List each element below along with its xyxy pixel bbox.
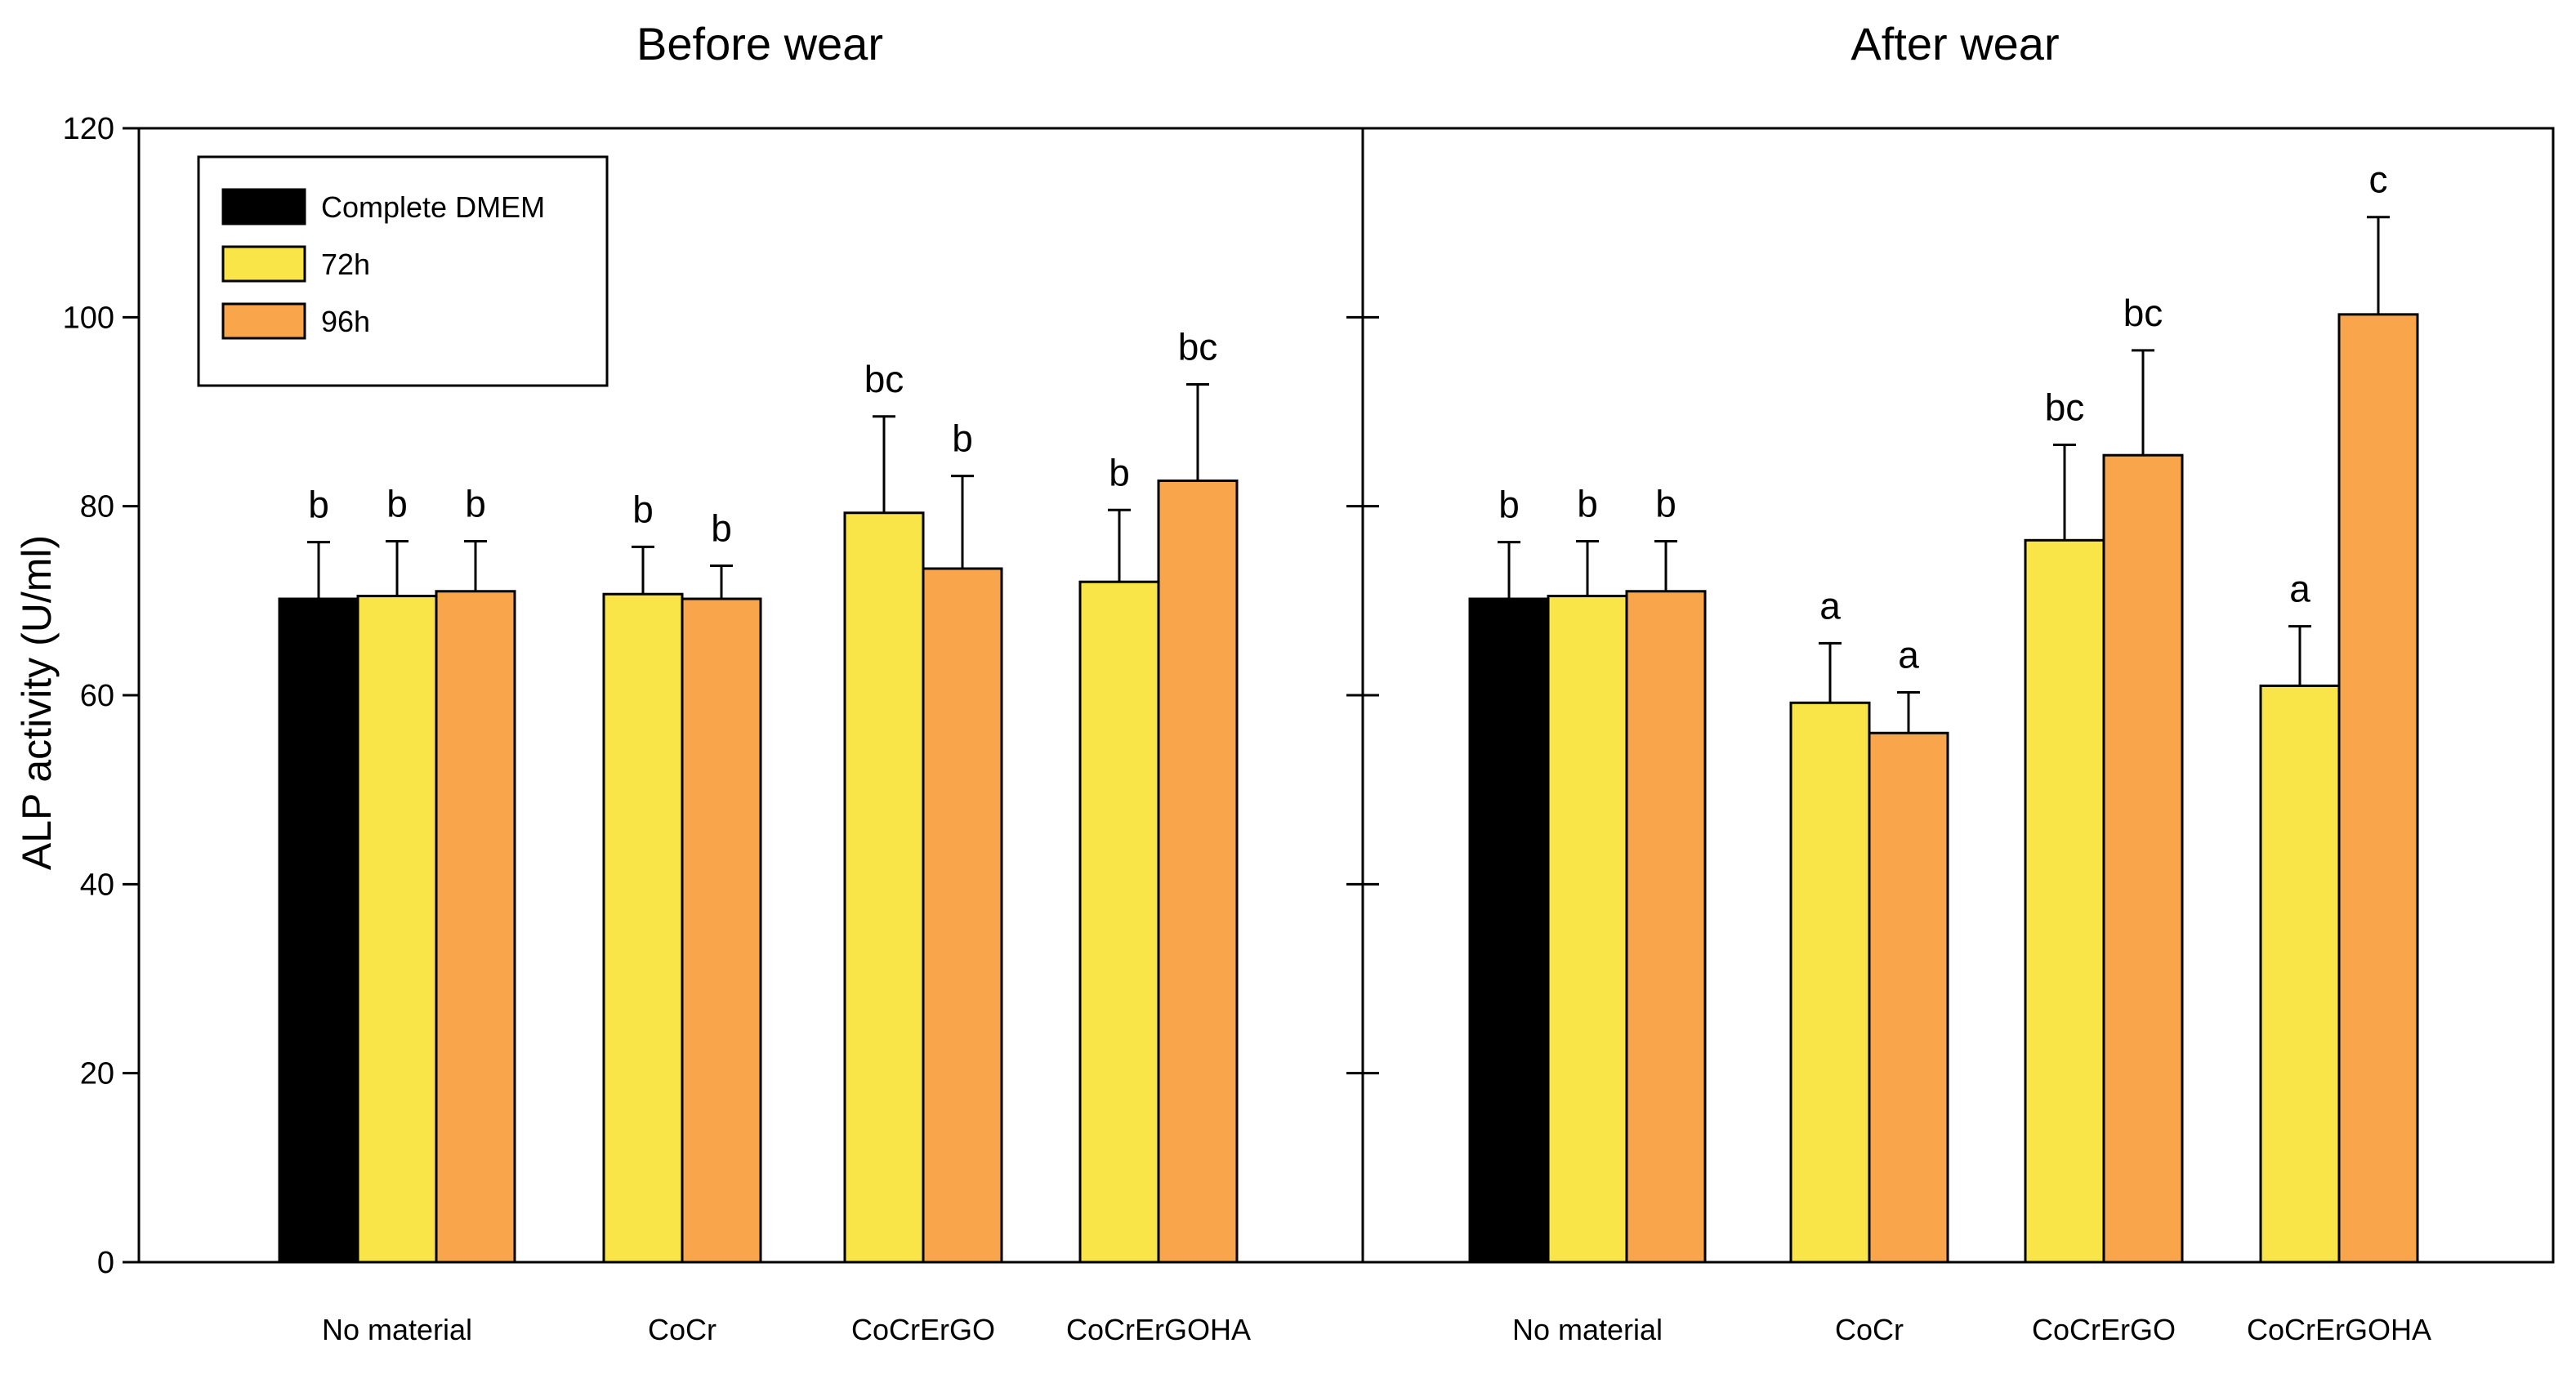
bar-group: bc b CoCrErGO — [843, 358, 1003, 1346]
significance-label: b — [308, 484, 329, 526]
category-label: No material — [322, 1313, 472, 1346]
panel-title: Before wear — [636, 18, 883, 69]
legend-label: 96h — [321, 305, 370, 338]
bar — [1789, 701, 1871, 1264]
y-tick-label: 80 — [80, 490, 114, 524]
category-label: CoCr — [1835, 1313, 1904, 1346]
bar — [435, 590, 516, 1264]
bar-group: a c CoCrErGOHA — [2247, 158, 2431, 1346]
bar — [2102, 453, 2184, 1264]
category-label: CoCrErGO — [2032, 1313, 2176, 1346]
bar-group: b b b No material — [1468, 482, 1707, 1346]
bar — [1547, 595, 1628, 1264]
bar — [602, 592, 684, 1264]
significance-label: a — [1819, 584, 1841, 627]
bar — [356, 595, 438, 1264]
significance-label: b — [465, 482, 486, 524]
significance-label: b — [1109, 451, 1130, 493]
significance-label: b — [711, 507, 732, 550]
bar — [2259, 684, 2341, 1264]
significance-label: a — [2289, 568, 2310, 610]
legend-swatch — [221, 245, 306, 283]
significance-label: bc — [2123, 292, 2163, 334]
significance-label: a — [1898, 634, 1919, 676]
y-tick-label: 20 — [80, 1057, 114, 1091]
legend-swatch — [221, 188, 306, 225]
bar — [1625, 590, 1707, 1264]
category-label: No material — [1512, 1313, 1663, 1346]
bar-group: bc bc CoCrErGO — [2024, 292, 2184, 1346]
legend-label: 72h — [321, 248, 370, 281]
significance-label: bc — [864, 358, 904, 400]
y-tick-label: 120 — [63, 112, 114, 146]
significance-label: b — [1577, 482, 1598, 524]
significance-label: b — [1655, 482, 1676, 524]
y-tick-label: 60 — [80, 679, 114, 713]
y-tick-label: 40 — [80, 868, 114, 902]
y-axis: 0 20 40 60 80 100 120 — [63, 112, 2555, 1280]
bar — [843, 511, 925, 1264]
bar — [1468, 597, 1550, 1264]
legend-label: Complete DMEM — [321, 190, 545, 224]
significance-label: c — [2369, 158, 2388, 201]
bar-group: b b CoCr — [602, 488, 762, 1346]
bar-group: a a CoCr — [1789, 584, 1949, 1346]
bar — [681, 597, 762, 1264]
panel-before-wear: Before wear b b b No material b b CoCr bc b CoCrEr… — [278, 18, 1251, 1346]
significance-label: bc — [1178, 325, 1218, 368]
significance-label: b — [632, 488, 654, 530]
significance-label: b — [952, 417, 973, 460]
bar — [2024, 538, 2105, 1264]
bar — [922, 567, 1003, 1264]
bar — [1868, 731, 1949, 1264]
bar — [1157, 479, 1239, 1264]
significance-label: bc — [2045, 386, 2085, 428]
category-label: CoCr — [648, 1313, 717, 1346]
y-tick-label: 0 — [97, 1246, 114, 1280]
y-axis-title: ALP activity (U/ml) — [14, 535, 60, 870]
legend: Complete DMEM 72h 96h — [197, 155, 609, 387]
category-label: CoCrErGO — [851, 1313, 995, 1346]
legend-swatch — [221, 302, 306, 340]
bar — [278, 597, 359, 1264]
panel-after-wear: After wear b b b No material a a CoCr bc bc CoCrEr… — [1468, 18, 2431, 1346]
bar — [1078, 580, 1160, 1264]
category-label: CoCrErGOHA — [2247, 1313, 2431, 1346]
bar-group: b b b No material — [278, 482, 516, 1346]
significance-label: b — [386, 482, 408, 524]
panel-title: After wear — [1851, 18, 2059, 69]
y-tick-label: 100 — [63, 301, 114, 335]
significance-label: b — [1498, 484, 1520, 526]
bar-group: b bc CoCrErGOHA — [1066, 325, 1251, 1346]
bar — [2337, 313, 2419, 1264]
category-label: CoCrErGOHA — [1066, 1313, 1251, 1346]
